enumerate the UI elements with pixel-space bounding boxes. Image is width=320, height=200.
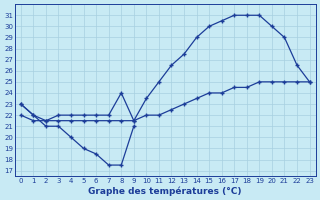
X-axis label: Graphe des températures (°C): Graphe des températures (°C) [88, 186, 242, 196]
